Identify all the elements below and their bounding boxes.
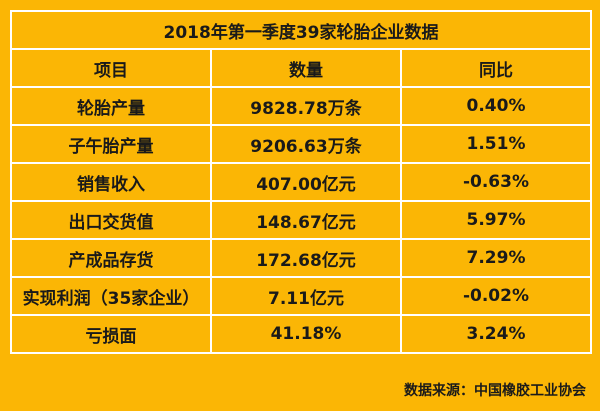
cell: 子午胎产量 xyxy=(10,124,212,164)
data-row: 亏损面 41.18% 3.24% xyxy=(10,314,592,354)
data-table: 2018年第一季度39家轮胎企业数据 项目 数量 同比 轮胎产量 9828.78万条 0.… xyxy=(10,10,592,354)
data-row: 出口交货值 148.67亿元 5.97% xyxy=(10,200,592,240)
cell: 407.00亿元 xyxy=(210,162,402,202)
cell: 3.24% xyxy=(400,314,592,354)
cell: -0.02% xyxy=(400,276,592,316)
data-row: 销售收入 407.00亿元 -0.63% xyxy=(10,162,592,202)
cell: 172.68亿元 xyxy=(210,238,402,278)
data-row: 轮胎产量 9828.78万条 0.40% xyxy=(10,86,592,126)
cell: 轮胎产量 xyxy=(10,86,212,126)
cell: 1.51% xyxy=(400,124,592,164)
header-row: 项目 数量 同比 xyxy=(10,48,592,88)
cell: 148.67亿元 xyxy=(210,200,402,240)
cell: 数量 xyxy=(210,48,402,88)
cell: 同比 xyxy=(400,48,592,88)
data-row: 子午胎产量 9206.63万条 1.51% xyxy=(10,124,592,164)
source-note: 数据来源：中国橡胶工业协会 xyxy=(404,383,586,399)
cell: 5.97% xyxy=(400,200,592,240)
cell: 销售收入 xyxy=(10,162,212,202)
cell: -0.63% xyxy=(400,162,592,202)
cell: 7.11亿元 xyxy=(210,276,402,316)
cell: 9206.63万条 xyxy=(210,124,402,164)
cell: 项目 xyxy=(10,48,212,88)
cell: 41.18% xyxy=(210,314,402,354)
data-row: 实现利润（35家企业） 7.11亿元 -0.02% xyxy=(10,276,592,316)
cell: 0.40% xyxy=(400,86,592,126)
title-row: 2018年第一季度39家轮胎企业数据 xyxy=(10,10,592,50)
cell: 出口交货值 xyxy=(10,200,212,240)
cell: 产成品存货 xyxy=(10,238,212,278)
cell: 实现利润（35家企业） xyxy=(10,276,212,316)
table-body: 2018年第一季度39家轮胎企业数据 项目 数量 同比 轮胎产量 9828.78万条 0.… xyxy=(10,10,592,354)
data-row: 产成品存货 172.68亿元 7.29% xyxy=(10,238,592,278)
cell: 亏损面 xyxy=(10,314,212,354)
table-title: 2018年第一季度39家轮胎企业数据 xyxy=(10,10,592,50)
cell: 9828.78万条 xyxy=(210,86,402,126)
cell: 7.29% xyxy=(400,238,592,278)
